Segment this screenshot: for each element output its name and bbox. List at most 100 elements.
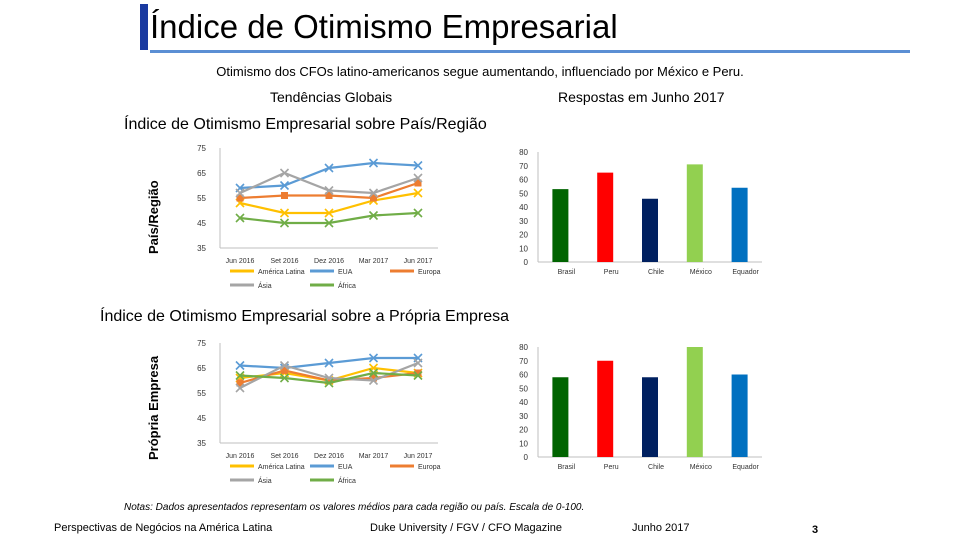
data-point-africa <box>279 218 290 228</box>
x-tick-label: Set 2016 <box>270 258 298 265</box>
legend-label-europa: Europa <box>418 269 441 276</box>
y-tick-label: 10 <box>519 439 528 448</box>
x-tick-label: Equador <box>732 464 759 471</box>
x-tick-label: Mar 2017 <box>359 258 389 265</box>
data-point-asia <box>368 188 379 198</box>
x-tick-label: Set 2016 <box>270 453 298 460</box>
data-point-asia <box>324 185 334 196</box>
bar-chart-country: 0 10 20 30 40 50 60 70 80 Brasil Peru Chile México Eq… <box>519 148 762 276</box>
y-tick-label: 20 <box>519 231 528 240</box>
legend-label-eua: EUA <box>338 269 353 276</box>
series-line-africa <box>239 211 419 225</box>
y-tick-label: 70 <box>519 162 528 171</box>
data-point-asia <box>413 173 423 183</box>
bar-equador <box>731 374 748 457</box>
data-point-europa <box>325 192 333 199</box>
data-point-africa <box>279 373 290 383</box>
line-chart-company: 35 45 55 65 75 Jun 2016 Set 2016 Dez 2016 Mar 20… <box>197 339 441 485</box>
y-tick-label: 55 <box>197 389 206 398</box>
legend-label-europa: Europa <box>418 464 441 471</box>
y-tick-label: 60 <box>519 371 528 380</box>
legend-label-america-latina: América Latina <box>258 464 305 471</box>
data-point-europa <box>414 369 422 377</box>
data-point-europa <box>414 179 422 187</box>
bar-chart-company: 0 10 20 30 40 50 60 70 80 Brasil Peru Chile México Eq… <box>519 343 762 471</box>
y-tick-label: 35 <box>197 439 206 448</box>
legend-label-asia: Ásia <box>258 281 272 290</box>
section-title-company: Índice de Otimismo Empresarial sobre a P… <box>100 308 510 325</box>
data-point-africa <box>413 370 423 381</box>
data-point-asia <box>368 375 379 386</box>
data-point-asia <box>235 383 245 393</box>
y-tick-label: 45 <box>197 414 206 423</box>
data-point-europa <box>236 194 244 202</box>
data-point-asia <box>279 360 290 371</box>
y-tick-label: 10 <box>519 244 528 253</box>
x-tick-label: México <box>690 464 712 471</box>
y-tick-label: 70 <box>519 357 528 366</box>
x-tick-label: Chile <box>648 464 664 471</box>
bar-peru <box>597 172 614 262</box>
data-point-asia <box>279 168 290 178</box>
bar-equador <box>731 187 748 262</box>
x-tick-label: Jun 2016 <box>226 258 255 265</box>
x-tick-label: Jun 2017 <box>404 258 433 265</box>
y-tick-label: 65 <box>197 364 206 373</box>
y-tick-label: 50 <box>519 384 528 393</box>
y-tick-label: 20 <box>519 426 528 435</box>
legend-label-america-latina: América Latina <box>258 269 305 276</box>
data-point-asia <box>413 358 423 368</box>
bar-mexico <box>686 347 703 457</box>
y-tick-label: 40 <box>519 398 528 407</box>
data-point-eua <box>368 353 379 363</box>
data-point-eua <box>324 358 334 368</box>
bar-mexico <box>686 164 703 262</box>
y-tick-label: 80 <box>519 148 528 157</box>
subtitle: Otimismo dos CFOs latino-americanos segu… <box>216 64 744 79</box>
section-title-country: Índice de Otimismo Empresarial sobre Paí… <box>124 116 487 133</box>
data-point-africa <box>413 208 423 218</box>
y-tick-label: 45 <box>197 219 206 228</box>
page-title: Índice de Otimismo Empresarial <box>150 8 618 45</box>
y-tick-label: 55 <box>197 194 206 203</box>
y-tick-label: 0 <box>524 258 529 267</box>
x-tick-label: Brasil <box>558 269 576 276</box>
y-tick-label: 65 <box>197 169 206 178</box>
footer-partners: Duke University / FGV / CFO Magazine <box>370 522 562 534</box>
y-tick-label: 75 <box>197 339 206 348</box>
x-tick-label: Peru <box>604 464 619 471</box>
y-axis-label-country: País/Região <box>146 180 161 254</box>
x-tick-label: Jun 2017 <box>404 453 433 460</box>
data-point-africa <box>324 378 334 388</box>
x-tick-label: México <box>690 269 712 276</box>
series-line-eua <box>239 161 419 190</box>
data-point-africa <box>368 210 379 221</box>
y-tick-label: 0 <box>524 453 529 462</box>
bar-chile <box>642 377 658 457</box>
data-point-europa <box>325 377 333 384</box>
x-tick-label: Dez 2016 <box>314 453 344 460</box>
y-tick-label: 75 <box>197 144 206 153</box>
data-point-eua <box>324 163 334 173</box>
legend-label-eua: EUA <box>338 464 353 471</box>
data-point-america-latina <box>413 188 423 198</box>
x-tick-label: Dez 2016 <box>314 258 344 265</box>
x-tick-label: Equador <box>732 269 759 276</box>
legend-label-africa: África <box>338 281 356 290</box>
data-point-eua <box>235 360 245 371</box>
y-tick-label: 80 <box>519 343 528 352</box>
title-underline <box>150 50 910 53</box>
data-point-europa <box>236 379 244 387</box>
line-chart-country: 35 45 55 65 75 Jun 2016 Set 2016 Dez 2016 Mar 20… <box>197 144 441 290</box>
footer-source: Perspectivas de Negócios na América Lati… <box>54 522 273 534</box>
legend-label-africa: África <box>338 476 356 485</box>
data-point-africa <box>368 368 379 378</box>
data-point-europa <box>370 374 377 382</box>
y-tick-label: 35 <box>197 244 206 253</box>
page-number: 3 <box>812 524 819 536</box>
data-point-europa <box>281 367 288 374</box>
title-accent-bar <box>140 4 148 50</box>
y-tick-label: 30 <box>519 217 528 226</box>
notes: Notas: Dados apresentados representam os… <box>124 502 585 513</box>
data-point-europa <box>281 192 288 199</box>
